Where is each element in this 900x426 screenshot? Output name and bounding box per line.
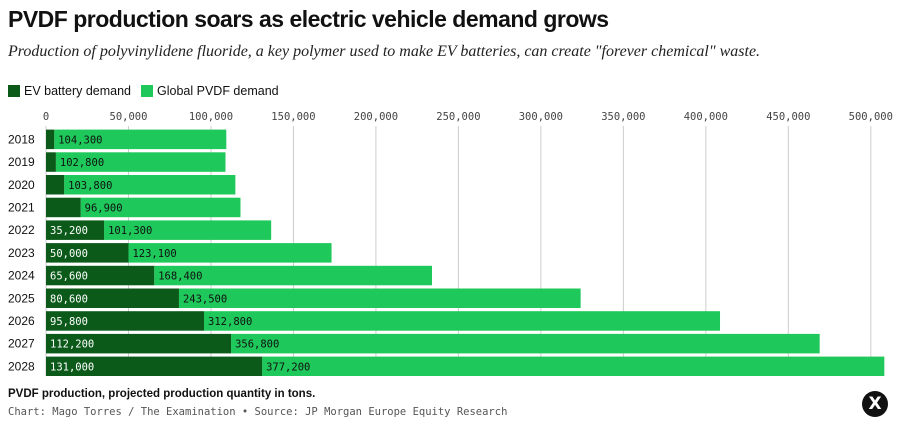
data-label-ev: 80,600 xyxy=(50,293,88,305)
bar-ev xyxy=(46,152,56,172)
x-tick-label: 350,000 xyxy=(601,111,645,123)
bar-global xyxy=(64,175,236,195)
bar-global xyxy=(55,152,226,172)
data-label-ev: 131,000 xyxy=(50,361,94,373)
x-tick-label: 150,000 xyxy=(271,111,315,123)
bar-global xyxy=(54,129,227,150)
legend-item-ev: EV battery demand xyxy=(8,84,131,98)
x-tick-label: 500,000 xyxy=(849,111,893,123)
bar-global xyxy=(178,288,581,308)
data-label-global: 168,400 xyxy=(158,271,202,283)
bar-global xyxy=(154,265,433,286)
data-label-ev: 112,200 xyxy=(50,339,94,351)
bar-global xyxy=(104,220,272,240)
y-tick-label: 2022 xyxy=(8,223,35,237)
chart-subtitle: Production of polyvinylidene fluoride, a… xyxy=(8,43,761,60)
y-tick-label: 2018 xyxy=(8,132,35,146)
bar-ev xyxy=(46,220,105,240)
x-tick-label: 100,000 xyxy=(189,111,233,123)
footer-credit: Chart: Mago Torres / The Examination • S… xyxy=(8,406,508,418)
x-tick-label: 450,000 xyxy=(766,111,810,123)
bar-chart: 0 50,000 100,000 150,000 200,000 250,000 300,0… xyxy=(8,111,893,376)
y-tick-label: 2021 xyxy=(8,200,35,214)
bar-global xyxy=(262,356,885,376)
publisher-logo: X xyxy=(862,391,888,417)
data-label-global: 243,500 xyxy=(183,293,227,305)
bar-ev xyxy=(46,197,81,218)
data-label-global: 123,100 xyxy=(132,248,176,260)
data-label-global: 101,300 xyxy=(108,225,152,237)
bar-global xyxy=(231,333,820,354)
data-label-global: 104,300 xyxy=(58,134,102,146)
y-tick-label: 2025 xyxy=(8,291,35,305)
x-tick-label: 0 xyxy=(43,111,49,123)
data-label-global: 312,800 xyxy=(208,316,252,328)
x-tick-label: 400,000 xyxy=(684,111,728,123)
y-tick-label: 2024 xyxy=(8,269,35,283)
legend-item-global: Global PVDF demand xyxy=(141,84,279,98)
legend-label-global: Global PVDF demand xyxy=(157,84,279,98)
chart-title: PVDF production soars as electric vehicl… xyxy=(8,6,609,32)
bar-ev xyxy=(46,333,232,354)
data-label-global: 356,800 xyxy=(235,339,279,351)
data-label-global: 96,900 xyxy=(85,202,123,214)
y-tick-label: 2028 xyxy=(8,359,35,373)
legend-swatch-global xyxy=(141,85,154,97)
data-label-ev: 35,200 xyxy=(50,225,88,237)
y-tick-label: 2027 xyxy=(8,337,35,351)
legend-swatch-ev xyxy=(8,85,20,97)
data-label-ev: 95,800 xyxy=(50,316,88,328)
data-label-global: 103,800 xyxy=(68,180,112,192)
y-tick-label: 2020 xyxy=(8,178,35,192)
x-tick-label: 300,000 xyxy=(519,111,563,123)
data-label-global: 377,200 xyxy=(266,361,310,373)
y-tick-label: 2026 xyxy=(8,314,35,328)
bar-ev xyxy=(46,265,155,286)
bar-global xyxy=(80,197,241,218)
bar-ev xyxy=(46,311,205,331)
y-tick-label: 2023 xyxy=(8,246,35,260)
x-tick-label: 250,000 xyxy=(436,111,480,123)
legend-label-ev: EV battery demand xyxy=(24,84,132,98)
footer-note: PVDF production, projected production qu… xyxy=(8,388,316,400)
bar-global xyxy=(204,311,721,331)
bar-ev xyxy=(46,356,263,376)
bar-global xyxy=(128,243,332,263)
bar-ev xyxy=(46,243,129,263)
x-tick-label: 200,000 xyxy=(354,111,398,123)
data-label-ev: 50,000 xyxy=(50,248,88,260)
data-label-ev: 65,600 xyxy=(50,271,88,283)
bar-ev xyxy=(46,129,55,150)
legend: EV battery demand Global PVDF demand xyxy=(8,84,289,98)
data-label-global: 102,800 xyxy=(60,157,104,169)
y-tick-label: 2019 xyxy=(8,155,35,169)
bar-ev xyxy=(46,175,65,195)
bar-ev xyxy=(46,288,179,308)
x-tick-label: 50,000 xyxy=(110,111,148,123)
